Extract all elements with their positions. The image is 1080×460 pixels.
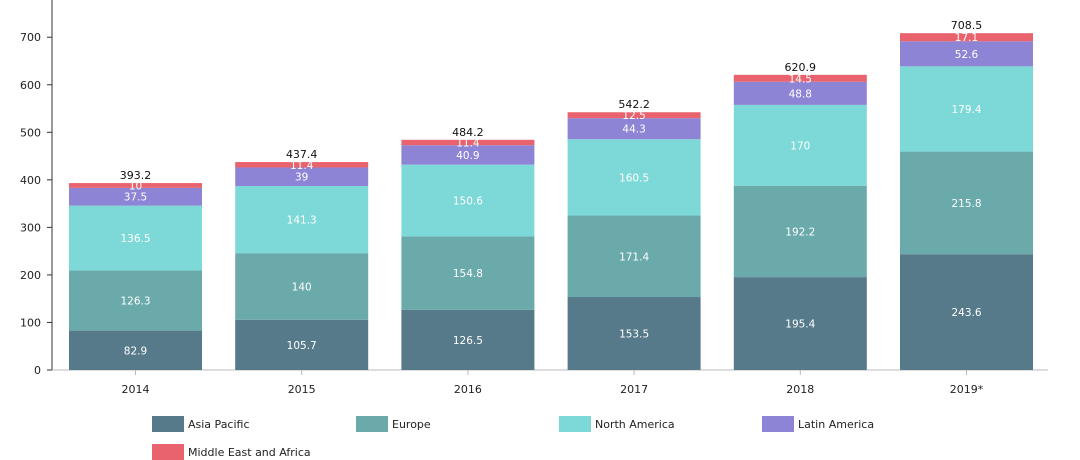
data-label-middle-east-and-africa: 12.5 [622,110,645,122]
data-label-europe: 154.8 [453,268,483,280]
total-label: 620.9 [785,61,817,74]
bar-segment-asia-pacific [401,309,535,370]
bar-segment-latin-america [567,118,701,140]
bar-segment-north-america [401,164,535,237]
bar-segment-latin-america [733,81,867,105]
bar-segment-north-america [69,205,202,271]
bar-segment-asia-pacific [900,254,1033,370]
bar-segment-middle-east-and-africa [401,139,535,146]
data-label-north-america: 150.6 [453,195,483,207]
bar-segment-asia-pacific [567,297,701,370]
x-tick-label: 2015 [288,383,316,396]
x-tick-label: 2017 [620,383,648,396]
y-tick-label: 200 [20,269,41,282]
data-label-europe: 140 [292,281,312,293]
total-label: 484.2 [452,126,484,139]
data-label-asia-pacific: 243.6 [951,307,981,319]
total-label: 393.2 [120,169,152,182]
bar-segment-north-america [235,186,369,254]
legend-item-europe[interactable]: Europe [356,416,431,432]
bar-segment-north-america [733,104,867,186]
data-label-north-america: 170 [790,140,810,152]
x-tick-label: 2014 [122,383,150,396]
data-label-latin-america: 40.9 [456,150,479,162]
bar-segment-middle-east-and-africa [567,112,701,119]
data-label-latin-america: 44.3 [622,124,645,136]
bar-segment-asia-pacific [235,319,369,370]
legend-swatch-north-america [559,416,591,432]
bar-segment-north-america [567,139,701,216]
bar-segment-europe [900,151,1033,255]
y-tick-label: 0 [34,364,41,377]
data-label-middle-east-and-africa: 11.4 [290,160,314,172]
data-label-latin-america: 48.8 [789,88,812,100]
total-label: 708.5 [951,19,983,32]
legend-label-latin-america: Latin America [798,417,875,431]
data-label-asia-pacific: 195.4 [785,319,815,331]
legend-item-middle-east-africa[interactable]: Middle East and Africa [152,444,311,460]
bar-segment-latin-america [401,145,535,165]
legend-item-north-america[interactable]: North America [559,416,675,432]
bar-segment-asia-pacific [733,277,867,370]
data-label-europe: 171.4 [619,251,649,263]
data-label-north-america: 160.5 [619,172,649,184]
legend-swatch-latin-america [762,416,794,432]
data-label-north-america: 136.5 [120,233,150,245]
bar-segment-latin-america [69,187,202,206]
bar-segment-middle-east-and-africa [900,33,1033,42]
legend-item-latin-america[interactable]: Latin America [762,416,874,432]
bar-segment-north-america [900,66,1033,152]
data-label-asia-pacific: 153.5 [619,329,649,341]
bar-segment-latin-america [900,41,1033,67]
bar-segment-middle-east-and-africa [69,183,202,188]
legend-label-europe: Europe [392,417,431,431]
y-tick-label: 700 [20,31,41,44]
bar-segment-europe [69,270,202,331]
data-label-asia-pacific: 126.5 [453,335,483,347]
stacked-bar-chart: 0 100 200 300 400 500 600 700 82.9 126.3 136.5 37.5… [20,0,1048,396]
bar-segment-middle-east-and-africa [733,74,867,82]
y-tick-label: 500 [20,126,41,139]
legend-swatch-europe [356,416,388,432]
data-label-middle-east-and-africa: 14.5 [789,73,812,85]
x-tick-label: 2016 [454,383,482,396]
data-label-europe: 215.8 [951,198,981,210]
x-tick-label: 2019* [950,383,984,396]
y-tick-label: 100 [20,316,41,329]
y-tick-label: 300 [20,221,41,234]
data-label-middle-east-and-africa: 17.1 [955,32,978,44]
x-tick-label: 2018 [786,383,814,396]
y-tick-label: 600 [20,79,41,92]
total-label: 437.4 [286,148,318,161]
legend-swatch-asia-pacific [152,416,184,432]
y-tick-label: 400 [20,174,41,187]
legend-item-asia-pacific[interactable]: Asia Pacific [152,416,250,432]
bar-segment-europe [733,185,867,278]
data-label-middle-east-and-africa: 10 [129,180,142,192]
data-label-asia-pacific: 105.7 [287,340,317,352]
data-label-latin-america: 52.6 [955,49,979,61]
bar-segment-europe [401,236,535,310]
chart-legend: Asia Pacific Europe North America Latin … [0,414,1080,460]
data-label-latin-america: 37.5 [124,192,147,204]
data-label-middle-east-and-africa: 11.4 [456,138,480,150]
legend-label-north-america: North America [595,417,675,431]
data-label-europe: 126.3 [120,296,150,308]
data-label-north-america: 141.3 [287,215,317,227]
data-label-europe: 192.2 [785,226,815,238]
data-label-asia-pacific: 82.9 [124,345,147,357]
legend-label-middle-east-africa: Middle East and Africa [188,445,311,459]
bar-segment-latin-america [235,167,369,187]
bar-segment-europe [567,215,701,298]
data-label-latin-america: 39 [295,172,308,184]
bar-segment-europe [235,253,369,320]
bar-segment-asia-pacific [69,330,202,370]
data-label-north-america: 179.4 [951,104,981,116]
legend-label-asia-pacific: Asia Pacific [188,417,250,431]
legend-swatch-middle-east-africa [152,444,184,460]
total-label: 542.2 [618,98,650,111]
bar-segment-middle-east-and-africa [235,162,369,168]
